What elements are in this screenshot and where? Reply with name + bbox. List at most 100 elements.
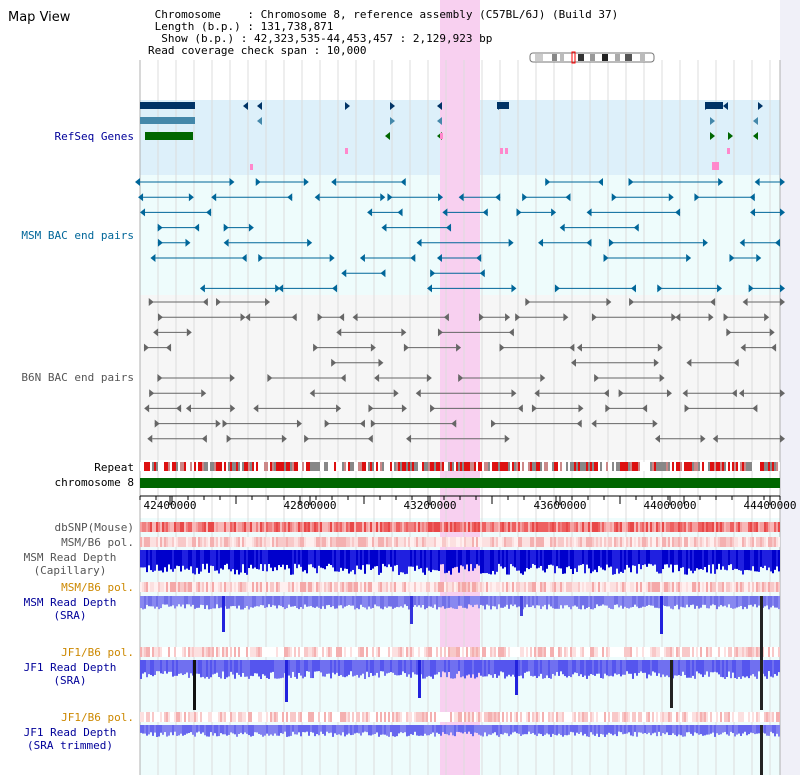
dbsnp-segment: [746, 522, 748, 532]
msm-bac-pair-end: [255, 178, 261, 186]
jf1-read-depth-trim-bar: [698, 725, 700, 735]
dbsnp-label[interactable]: dbSNP(Mouse): [54, 521, 134, 534]
msm-read-depth-sra-bar: [714, 596, 716, 606]
jf1-read-depth-sra-label[interactable]: JF1 Read Depth (SRA): [0, 661, 140, 687]
jf1-b6-pol-segment: [230, 647, 232, 657]
msm-read-depth-sra-bar: [680, 596, 682, 607]
jf1-read-depth-trim-bar: [286, 725, 288, 737]
repeat-segment: [620, 462, 622, 471]
msm-b6-pol-segment: [524, 537, 526, 547]
msm-b6-pol-segment: [156, 537, 158, 547]
msm-b6-pol-segment: [394, 582, 396, 592]
jf1-b6-pol-segment: [270, 712, 272, 722]
msm-b6-pol-segment: [726, 582, 728, 592]
jf1-read-depth-sra-bar: [352, 660, 354, 677]
dbsnp-segment: [208, 522, 210, 532]
msm-b6-pol-label-1[interactable]: MSM/B6 pol.: [61, 536, 134, 549]
dbsnp-segment: [258, 522, 260, 532]
dbsnp-segment: [266, 522, 268, 532]
dbsnp-segment: [558, 522, 560, 532]
msm-read-depth-sra-bar: [278, 596, 280, 606]
dbsnp-segment: [402, 522, 404, 532]
jf1-b6-pol-segment: [762, 712, 764, 722]
msm-read-depth-sra-bar: [388, 596, 390, 607]
repeat-segment: [562, 462, 564, 471]
b6n-bac-pair-end: [153, 328, 159, 337]
jf1-read-depth-trim-bar: [224, 725, 226, 735]
msm-b6-pol-segment: [342, 582, 344, 592]
repeat-segment: [366, 462, 368, 471]
dbsnp-segment: [302, 522, 304, 532]
b6n-bac-pair-end: [267, 374, 273, 382]
repeat-segment: [690, 462, 692, 471]
dbsnp-segment: [518, 522, 520, 532]
jf1-b6-pol-segment: [300, 647, 302, 657]
dbsnp-segment: [428, 522, 430, 532]
repeat-segment: [542, 462, 544, 471]
msm-read-depth-sra-bar: [708, 596, 710, 609]
refseq-genes-label[interactable]: RefSeq Genes: [54, 130, 134, 143]
dbsnp-segment: [306, 522, 308, 532]
msm-bac-pair-end: [586, 238, 592, 247]
jf1-b6-pol-label-2[interactable]: JF1/B6 pol.: [61, 711, 134, 724]
jf1-read-depth-trim-bar: [440, 725, 442, 736]
repeat-segment: [170, 462, 172, 471]
msm-read-depth-sra-bar: [382, 596, 384, 610]
dbsnp-segment: [476, 522, 478, 532]
repeat-segment: [590, 462, 592, 471]
b6n-bac-pair-end: [618, 389, 624, 398]
jf1-b6-pol-segment: [280, 712, 282, 722]
msm-read-depth-sra-bar: [158, 596, 160, 610]
msm-b6-pol-segment: [270, 537, 272, 547]
jf1-read-depth-sra-bar: [542, 660, 544, 679]
jf1-read-depth-sra-bar: [220, 660, 222, 679]
msm-b6-pol-segment: [488, 582, 490, 592]
msm-b6-pol-segment: [622, 537, 624, 547]
jf1-read-depth-sra-bar: [372, 660, 374, 676]
b6n-bac-pair-end: [216, 298, 222, 306]
jf1-b6-pol-segment: [718, 712, 720, 722]
jf1-b6-pol-segment: [222, 712, 224, 722]
msm-b6-pol-segment: [496, 537, 498, 547]
dbsnp-segment: [624, 522, 626, 532]
jf1-b6-pol-segment: [160, 647, 162, 657]
jf1-read-depth-trim-bar: [634, 725, 636, 732]
jf1-b6-pol-segment: [594, 647, 596, 657]
jf1-read-depth-trim-bar: [564, 725, 566, 736]
repeat-segment: [172, 462, 174, 471]
b6n-bac-pair-end: [317, 313, 323, 322]
msm-read-depth-sra-bar: [552, 596, 554, 609]
jf1-b6-pol-segment: [142, 647, 144, 657]
msm-read-depth-sra-bar: [584, 596, 586, 610]
msm-read-depth-sra-label[interactable]: MSM Read Depth (SRA): [0, 596, 140, 622]
msm-read-depth-capillary-bar: [630, 550, 632, 573]
repeat-segment: [260, 462, 262, 471]
jf1-read-depth-trim-bar: [650, 725, 652, 736]
msm-read-depth-capillary-bar: [578, 550, 580, 566]
dbsnp-segment: [626, 522, 628, 532]
dbsnp-segment: [224, 522, 226, 532]
jf1-read-depth-sra-bar: [288, 660, 290, 676]
jf1-b6-pol-segment: [642, 712, 644, 722]
jf1-read-depth-sra-bar: [440, 660, 442, 678]
msm-b6-pol-segment: [390, 582, 392, 592]
msm-bac-end-pairs-label[interactable]: MSM BAC end pairs: [21, 229, 134, 242]
b6n-bac-pair-end: [378, 358, 384, 367]
jf1-b6-pol-segment: [686, 647, 688, 657]
jf1-read-depth-trim-bar: [748, 725, 750, 735]
jf1-read-depth-sra-bar-spike: [515, 660, 518, 695]
msm-bac-pair-end: [586, 208, 592, 217]
b6n-bac-end-pairs-label[interactable]: B6N BAC end pairs: [21, 371, 134, 384]
jf1-read-depth-trim-bar: [416, 725, 418, 736]
msm-read-depth-capillary-label[interactable]: MSM Read Depth (Capillary): [0, 551, 140, 577]
msm-b6-pol-label-2[interactable]: MSM/B6 pol.: [61, 581, 134, 594]
jf1-b6-pol-segment: [366, 712, 368, 722]
msm-read-depth-sra-bar: [276, 596, 278, 609]
jf1-b6-pol-label-1[interactable]: JF1/B6 pol.: [61, 646, 134, 659]
jf1-read-depth-sra-bar: [776, 660, 778, 676]
msm-read-depth-sra-bar: [704, 596, 706, 605]
jf1-b6-pol-segment: [252, 647, 254, 657]
jf1-read-depth-trimmed-label[interactable]: JF1 Read Depth (SRA trimmed): [0, 726, 140, 752]
jf1-read-depth-sra-bar: [436, 660, 438, 675]
